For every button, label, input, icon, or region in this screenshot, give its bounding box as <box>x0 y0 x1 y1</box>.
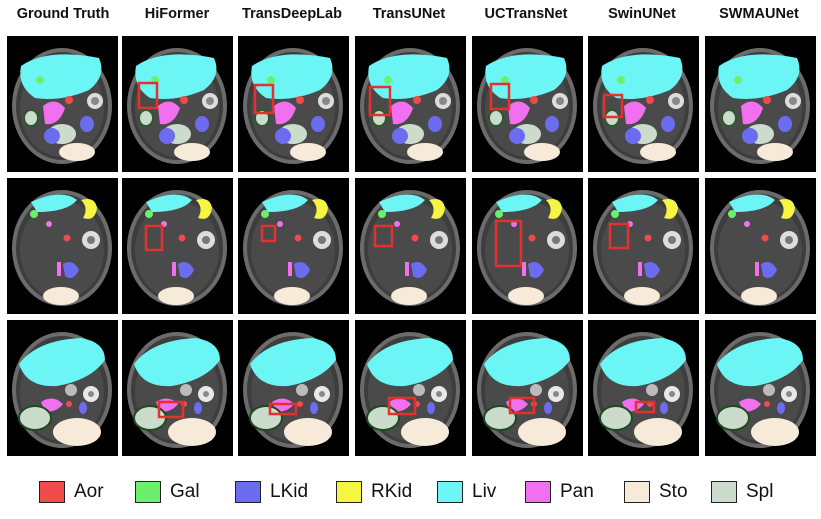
error-highlight-box <box>268 402 298 416</box>
ct-image <box>710 48 810 164</box>
error-highlight-box <box>608 222 630 250</box>
ct-image <box>593 48 693 164</box>
column-header-ground-truth: Ground Truth <box>16 6 110 22</box>
ct-slice-transdeeplab-row-2 <box>238 178 349 314</box>
ct-slice-transunet-row-1 <box>355 36 466 172</box>
ct-slice-swinunet-row-3 <box>588 320 699 456</box>
column-header-uctransnet: UCTransNet <box>484 6 568 22</box>
ct-slice-uctransnet-row-2 <box>472 178 583 314</box>
legend-item-lkid: LKid <box>235 478 308 506</box>
ct-slice-uctransnet-row-3 <box>472 320 583 456</box>
error-highlight-box <box>137 81 159 110</box>
ct-image <box>360 332 460 448</box>
ct-image <box>12 190 112 306</box>
ct-image <box>477 332 577 448</box>
ct-image <box>12 48 112 164</box>
ct-image <box>360 48 460 164</box>
error-highlight-box <box>373 224 394 248</box>
ct-slice-hiformer-row-2 <box>122 178 233 314</box>
ct-image <box>593 332 693 448</box>
legend: Aor Gal LKid RKid Liv Pan Sto Spl <box>0 474 821 510</box>
legend-swatch-rkid <box>336 481 362 503</box>
error-highlight-box <box>634 400 656 414</box>
error-highlight-box <box>144 224 164 252</box>
ct-image <box>127 48 227 164</box>
error-highlight-box <box>260 224 277 243</box>
column-header-hiformer: HiFormer <box>144 6 210 22</box>
column-header-transdeeplab: TransDeepLab <box>242 6 342 22</box>
ct-slice-swmaunet-row-3 <box>705 320 816 456</box>
ct-image <box>593 190 693 306</box>
ct-slice-transdeeplab-row-3 <box>238 320 349 456</box>
error-highlight-box <box>387 396 417 416</box>
error-highlight-box <box>489 82 511 111</box>
ct-image <box>360 190 460 306</box>
ct-image <box>127 190 227 306</box>
legend-item-rkid: RKid <box>336 478 412 506</box>
error-highlight-box <box>508 396 536 415</box>
column-header-transunet: TransUNet <box>372 6 446 22</box>
legend-item-pan: Pan <box>525 478 594 506</box>
ct-slice-swmaunet-row-1 <box>705 36 816 172</box>
ct-image <box>710 190 810 306</box>
legend-label-aor: Aor <box>74 481 104 502</box>
column-header-swmaunet: SWMAUNet <box>719 6 799 22</box>
column-header-swinunet: SwinUNet <box>608 6 676 22</box>
ct-image <box>477 190 577 306</box>
legend-label-liv: Liv <box>472 481 497 502</box>
ct-image <box>243 48 343 164</box>
legend-label-gal: Gal <box>170 481 200 502</box>
ct-slice-hiformer-row-3 <box>122 320 233 456</box>
ct-slice-swmaunet-row-2 <box>705 178 816 314</box>
legend-swatch-pan <box>525 481 551 503</box>
legend-swatch-liv <box>437 481 463 503</box>
legend-swatch-aor <box>39 481 65 503</box>
ct-image <box>243 332 343 448</box>
error-highlight-box <box>494 219 523 268</box>
ct-image <box>12 332 112 448</box>
legend-swatch-sto <box>624 481 650 503</box>
legend-item-gal: Gal <box>135 478 200 506</box>
legend-swatch-gal <box>135 481 161 503</box>
legend-label-rkid: RKid <box>371 481 413 502</box>
legend-swatch-spl <box>711 481 737 503</box>
ct-image <box>243 190 343 306</box>
legend-item-liv: Liv <box>437 478 496 506</box>
legend-label-pan: Pan <box>560 481 594 502</box>
error-highlight-box <box>602 93 624 119</box>
legend-label-sto: Sto <box>659 481 688 502</box>
legend-label-spl: Spl <box>746 481 774 502</box>
ct-slice-transdeeplab-row-1 <box>238 36 349 172</box>
ct-slice-swinunet-row-1 <box>588 36 699 172</box>
error-highlight-box <box>368 85 392 117</box>
ct-slice-transunet-row-2 <box>355 178 466 314</box>
ct-slice-ground-truth-row-3 <box>7 320 118 456</box>
ct-slice-transunet-row-3 <box>355 320 466 456</box>
error-highlight-box <box>253 83 275 115</box>
legend-item-spl: Spl <box>711 478 773 506</box>
ct-image <box>710 332 810 448</box>
ct-slice-uctransnet-row-1 <box>472 36 583 172</box>
ct-slice-swinunet-row-2 <box>588 178 699 314</box>
ct-slice-ground-truth-row-2 <box>7 178 118 314</box>
legend-label-lkid: LKid <box>270 481 309 502</box>
legend-item-sto: Sto <box>624 478 688 506</box>
legend-item-aor: Aor <box>39 478 104 506</box>
ct-slice-ground-truth-row-1 <box>7 36 118 172</box>
ct-image <box>477 48 577 164</box>
error-highlight-box <box>157 400 185 419</box>
legend-swatch-lkid <box>235 481 261 503</box>
ct-slice-hiformer-row-1 <box>122 36 233 172</box>
ct-image <box>127 332 227 448</box>
